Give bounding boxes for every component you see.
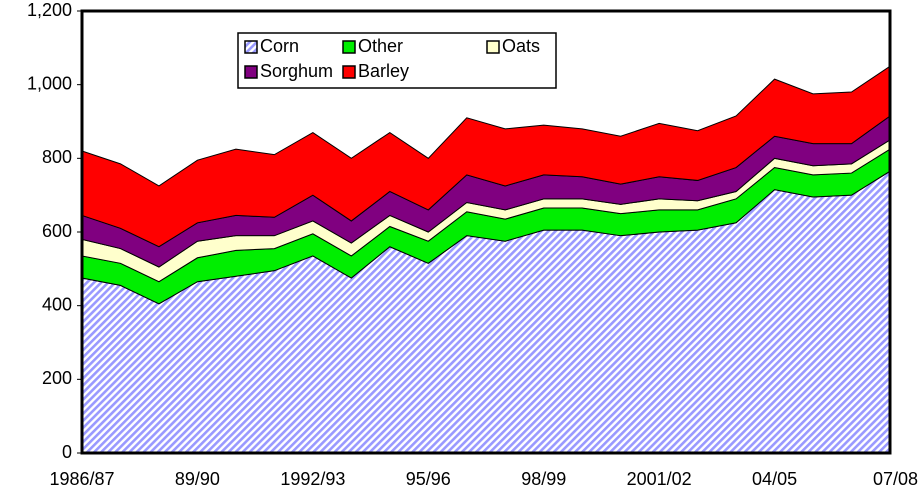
y-tick-label: 1,000 (27, 73, 72, 93)
legend-swatch (244, 65, 258, 79)
legend-label: Other (358, 36, 403, 56)
y-tick-label: 600 (42, 221, 72, 241)
x-tick-label: 1986/87 (49, 469, 114, 489)
y-tick-label: 1,200 (27, 0, 72, 20)
legend-swatch (244, 40, 258, 54)
legend-box (237, 32, 557, 89)
x-tick-label: 89/90 (175, 469, 220, 489)
x-tick-label: 1992/93 (280, 469, 345, 489)
x-tick-label: 04/05 (752, 469, 797, 489)
y-tick-label: 800 (42, 147, 72, 167)
legend-label: Corn (260, 36, 299, 56)
legend-label: Barley (358, 61, 409, 81)
y-tick-label: 200 (42, 368, 72, 388)
x-tick-label: 98/99 (521, 469, 566, 489)
x-tick-label: 95/96 (406, 469, 451, 489)
legend-label: Sorghum (260, 61, 333, 81)
legend-swatch (342, 65, 356, 79)
x-tick-label: 07/08 (873, 469, 918, 489)
legend-swatch (486, 40, 500, 54)
legend-swatch (342, 40, 356, 54)
y-tick-label: 400 (42, 294, 72, 314)
x-tick-label: 2001/02 (627, 469, 692, 489)
legend-label: Oats (502, 36, 540, 56)
y-tick-label: 0 (62, 442, 72, 462)
